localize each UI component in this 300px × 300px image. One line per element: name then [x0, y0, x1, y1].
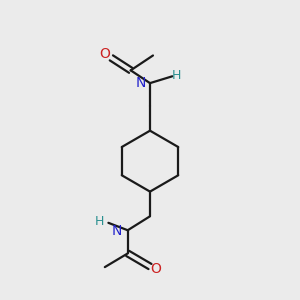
Text: H: H [95, 215, 104, 228]
Text: H: H [172, 69, 182, 82]
Text: N: N [135, 76, 146, 90]
Text: O: O [99, 47, 110, 61]
Text: O: O [151, 262, 161, 276]
Text: N: N [112, 224, 122, 238]
